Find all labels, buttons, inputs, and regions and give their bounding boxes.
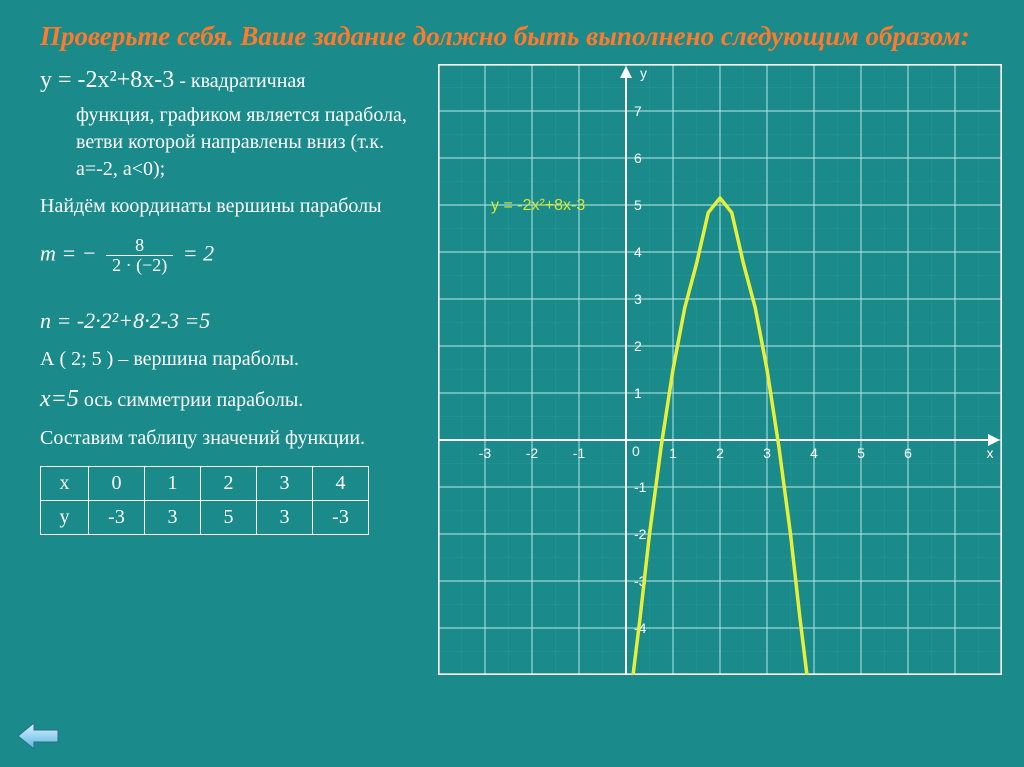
svg-text:-1: -1 <box>573 445 586 461</box>
chart-area: -3-2-101234561234567-1-2-3-4yxy = -2x²+8… <box>438 64 1002 675</box>
svg-text:7: 7 <box>634 103 642 119</box>
svg-text:y = -2x²+8x-3: y = -2x²+8x-3 <box>491 197 585 214</box>
left-panel: y = -2x²+8x-3 - квадратичная функция, гр… <box>40 64 430 675</box>
table-cell: 4 <box>313 467 369 501</box>
svg-text:0: 0 <box>632 443 640 459</box>
page-title: Проверьте себя. Ваше задание должно быть… <box>0 0 1024 64</box>
function-expr: y = -2x²+8x-3 <box>40 67 174 93</box>
svg-text:4: 4 <box>634 244 642 260</box>
para-function-props: функция, графиком является парабола, вет… <box>40 102 430 183</box>
table-row: y -3 3 5 3 -3 <box>41 501 369 535</box>
formula-fraction: 8 2 · (−2) <box>106 236 173 275</box>
svg-text:3: 3 <box>634 291 642 307</box>
vertex-point: А ( 2; 5 ) – вершина параболы. <box>40 346 430 373</box>
svg-text:-1: -1 <box>634 479 647 495</box>
svg-text:4: 4 <box>810 445 818 461</box>
x-equals-5: х=5 <box>40 386 79 412</box>
svg-text:3: 3 <box>763 445 771 461</box>
table-cell: 2 <box>201 467 257 501</box>
function-line: y = -2x²+8x-3 - квадратичная <box>40 64 430 96</box>
svg-text:-2: -2 <box>526 445 539 461</box>
formula-rhs: = 2 <box>183 241 214 266</box>
back-arrow-button[interactable] <box>14 719 62 753</box>
svg-text:2: 2 <box>634 338 642 354</box>
table-cell: 5 <box>201 501 257 535</box>
formula-lhs: m = − <box>40 241 97 266</box>
table-cell: 3 <box>257 501 313 535</box>
table-cell: 3 <box>145 501 201 535</box>
svg-text:5: 5 <box>857 445 865 461</box>
table-caption: Составим таблицу значений функции. <box>40 425 430 452</box>
n-calculation: n = -2·2²+8·2-3 =5 <box>40 306 430 336</box>
table-cell: 0 <box>89 467 145 501</box>
value-table: x 0 1 2 3 4 y -3 3 5 3 -3 <box>40 466 430 535</box>
table-head-x: x <box>41 467 89 501</box>
svg-text:-2: -2 <box>634 526 647 542</box>
svg-text:-3: -3 <box>479 445 492 461</box>
formula-num: 8 <box>106 236 173 256</box>
svg-text:1: 1 <box>669 445 677 461</box>
axis-text: ось симметрии параболы. <box>79 389 303 411</box>
para-find-vertex: Найдём координаты вершины параболы <box>40 193 430 220</box>
svg-text:y: y <box>640 65 647 81</box>
svg-text:5: 5 <box>634 197 642 213</box>
formula-den: 2 · (−2) <box>106 256 173 275</box>
table-cell: 1 <box>145 467 201 501</box>
svg-text:x: x <box>987 445 994 461</box>
back-arrow-icon <box>14 719 62 753</box>
function-desc: - квадратичная <box>174 70 305 92</box>
table-cell: -3 <box>89 501 145 535</box>
formula-m: m = − 8 2 · (−2) = 2 <box>40 236 214 284</box>
svg-text:6: 6 <box>904 445 912 461</box>
table-row: x 0 1 2 3 4 <box>41 467 369 501</box>
svg-text:6: 6 <box>634 150 642 166</box>
table-head-y: y <box>41 501 89 535</box>
table: x 0 1 2 3 4 y -3 3 5 3 -3 <box>40 466 369 535</box>
svg-text:2: 2 <box>716 445 724 461</box>
parabola-chart: -3-2-101234561234567-1-2-3-4yxy = -2x²+8… <box>438 64 1002 675</box>
table-cell: -3 <box>313 501 369 535</box>
svg-text:1: 1 <box>634 385 642 401</box>
table-cell: 3 <box>257 467 313 501</box>
axis-of-symmetry: х=5 ось симметрии параболы. <box>40 383 430 415</box>
content-area: y = -2x²+8x-3 - квадратичная функция, гр… <box>0 64 1024 675</box>
